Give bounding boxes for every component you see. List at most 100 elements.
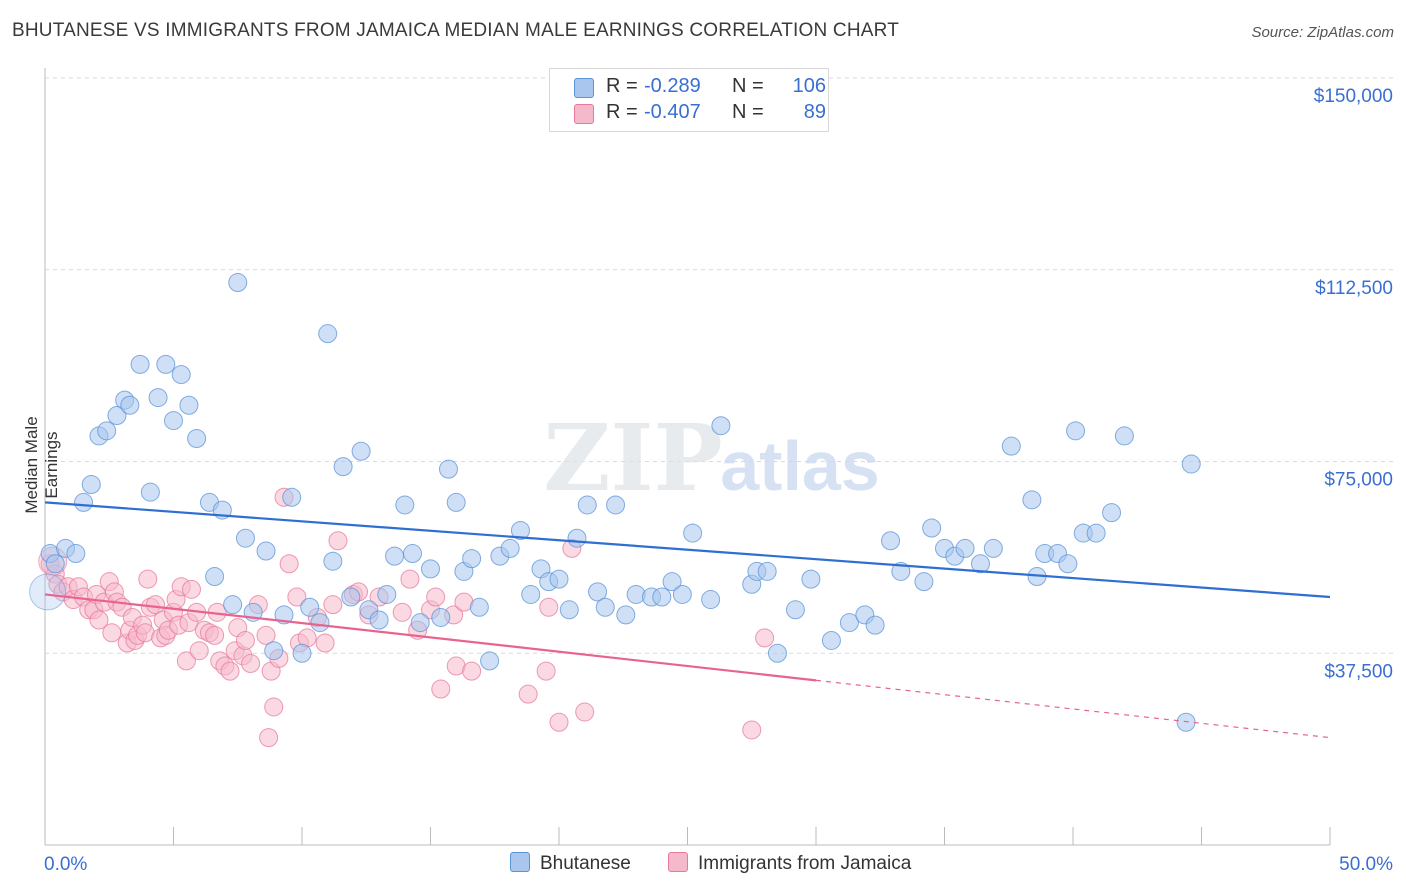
bhutanese-point (881, 531, 901, 551)
bhutanese-point (767, 643, 787, 663)
bhutanese-point (662, 572, 682, 592)
bhutanese-point (179, 395, 199, 415)
bhutanese-point (292, 643, 312, 663)
bhutanese-point (801, 569, 821, 589)
bhutanese-point (395, 495, 415, 515)
bhutanese-point (480, 651, 500, 671)
bhutanese-point (510, 521, 530, 541)
source-credit: Source: ZipAtlas.com (1251, 24, 1394, 41)
bhutanese-point (1114, 426, 1134, 446)
jamaica-point (742, 720, 762, 740)
bhutanese-point (606, 495, 626, 515)
bottom-legend-label: Immigrants from Jamaica (698, 853, 912, 874)
trend-lines (44, 501, 1331, 739)
y-tick-label: $150,000 (1314, 86, 1393, 107)
bhutanese-point (323, 551, 343, 571)
legend-n-value: 106 (792, 75, 826, 97)
jamaica-point (426, 587, 446, 607)
bhutanese-point (914, 572, 934, 592)
bhutanese-point (839, 613, 859, 633)
bhutanese-point (205, 567, 225, 587)
bhutanese-trend-line (44, 501, 1331, 599)
bhutanese-point (438, 459, 458, 479)
bhutanese-points (29, 273, 1201, 732)
bottom-legend-bhutanese: Bhutanese (510, 852, 631, 875)
bhutanese-point (264, 641, 284, 661)
jamaica-point (241, 653, 261, 673)
legend-n-label: N = (732, 101, 764, 123)
jamaica-point (287, 587, 307, 607)
bhutanese-point (1058, 554, 1078, 574)
bhutanese-point (341, 587, 361, 607)
bhutanese-point (559, 600, 579, 620)
bhutanese-point (274, 605, 294, 625)
bhutanese-point (672, 584, 692, 604)
jamaica-point (323, 595, 343, 615)
bhutanese-point (318, 324, 338, 344)
bhutanese-point (595, 597, 615, 617)
bhutanese-point (120, 395, 140, 415)
bhutanese-point (310, 613, 330, 633)
watermark: ZIP atlas (543, 404, 879, 512)
jamaica-point (328, 531, 348, 551)
bhutanese-point (821, 630, 841, 650)
jamaica-point (235, 630, 255, 650)
jamaica-point (315, 633, 335, 653)
bhutanese-point (446, 492, 466, 512)
legend-n-label: N = (732, 75, 764, 97)
bhutanese-point (785, 600, 805, 620)
bhutanese-point (148, 388, 168, 408)
legend-r-value: -0.289 (644, 75, 701, 97)
bhutanese-point (567, 528, 587, 548)
jamaica-trend-line (44, 593, 817, 682)
bhutanese-point (1022, 490, 1042, 510)
legend-n-value: 89 (803, 101, 826, 123)
jamaica-point (536, 661, 556, 681)
bhutanese-point (983, 538, 1003, 558)
bhutanese-point (410, 613, 430, 633)
bhutanese-point (577, 495, 597, 515)
bhutanese-point (171, 365, 191, 385)
bhutanese-point (377, 584, 397, 604)
bhutanese-point (521, 584, 541, 604)
bhutanese-point (74, 492, 94, 512)
jamaica-point (205, 625, 225, 645)
bhutanese-point (45, 554, 65, 574)
bhutanese-point (462, 549, 482, 569)
bhutanese-point (421, 559, 440, 579)
bhutanese-point (711, 416, 731, 436)
bottom-legend-swatch-pink (668, 852, 688, 872)
bhutanese-point (1102, 503, 1122, 523)
bhutanese-point (187, 428, 207, 448)
bhutanese-point (333, 457, 353, 477)
y-tick-label: $37,500 (1324, 661, 1393, 682)
jamaica-point (549, 712, 569, 732)
jamaica-point (259, 728, 279, 748)
bhutanese-point (66, 544, 86, 564)
bhutanese-point (256, 541, 276, 561)
bhutanese-point (1086, 523, 1106, 543)
bhutanese-point (757, 561, 777, 581)
jamaica-point (539, 597, 559, 617)
bhutanese-point (130, 354, 150, 374)
legend-r-label: R = (606, 101, 638, 123)
jamaica-point (431, 679, 451, 699)
jamaica-point (256, 625, 276, 645)
gridlines (45, 77, 1395, 654)
jamaica-point (462, 661, 482, 681)
legend-swatch-blue (574, 78, 594, 98)
jamaica-point (755, 628, 775, 648)
bhutanese-point (1001, 436, 1021, 456)
bhutanese-point (955, 538, 975, 558)
bhutanese-point (891, 561, 911, 581)
jamaica-point (392, 602, 412, 622)
bhutanese-point (228, 273, 248, 293)
bhutanese-point (549, 569, 569, 589)
jamaica-point (400, 569, 420, 589)
bhutanese-point (403, 544, 423, 564)
legend-r-label: R = (606, 75, 638, 97)
y-tick-label: $112,500 (1315, 278, 1393, 299)
bhutanese-point (156, 354, 176, 374)
jamaica-trend-line-extension (815, 679, 1331, 739)
jamaica-point (279, 554, 299, 574)
